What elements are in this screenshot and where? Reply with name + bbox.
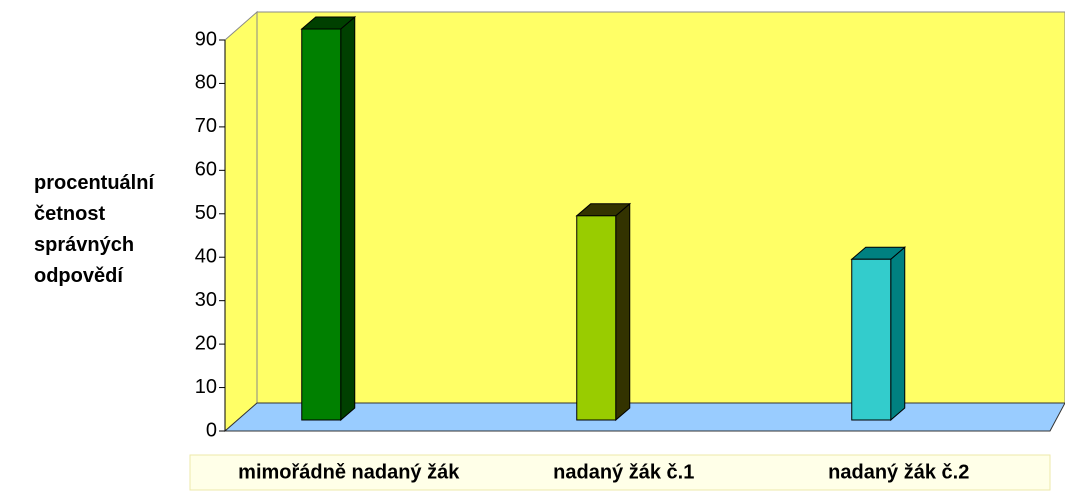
category-box	[189, 454, 1051, 491]
x-tick-label: nadaný žák č.1	[553, 461, 694, 483]
bar	[851, 258, 892, 421]
y-tick-label: 0	[206, 419, 217, 441]
bar	[576, 215, 617, 421]
x-tick-label: nadaný žák č.2	[828, 461, 969, 483]
y-tick-label: 70	[195, 115, 217, 137]
y-tick-label: 90	[195, 28, 217, 50]
bar-side	[890, 246, 906, 422]
y-tick-label: 10	[195, 376, 217, 398]
y-tick-label: 30	[195, 289, 217, 311]
bar-side	[340, 15, 356, 422]
bar	[301, 28, 342, 421]
y-axis-title: procentuální četnost správných odpovědí	[34, 172, 155, 287]
side-wall	[224, 10, 258, 433]
y-tick-label: 80	[195, 72, 217, 94]
y-tick-label: 60	[195, 159, 217, 181]
x-tick-label: mimořádně nadaný žák	[238, 461, 460, 483]
y-tick-label: 50	[195, 202, 217, 224]
back-wall	[256, 11, 1065, 404]
bar-side	[615, 202, 631, 422]
y-tick-label: 40	[195, 246, 217, 268]
y-tick-label: 20	[195, 332, 217, 354]
